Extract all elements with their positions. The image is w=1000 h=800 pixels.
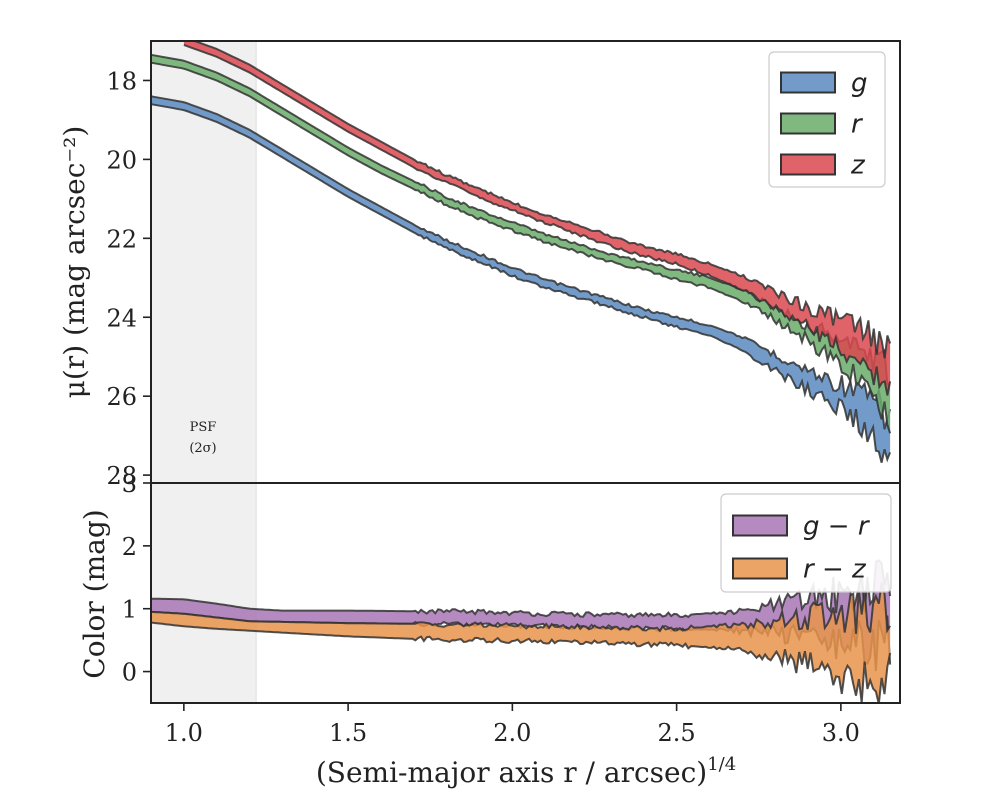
- legend-label: r: [851, 110, 864, 140]
- bottom-panel-series: [151, 559, 892, 703]
- x-tick-label: 2.0: [493, 719, 531, 747]
- band-z: [183, 41, 892, 396]
- top-y-tick-label: 28: [106, 462, 137, 490]
- band-r-minus-z: [151, 582, 892, 703]
- band-z-fill: [183, 41, 891, 396]
- x-tick-label: 1.0: [165, 719, 203, 747]
- band-z-upper-edge: [191, 41, 892, 359]
- legend-swatch: [780, 153, 836, 176]
- x-tick-label: 2.5: [658, 719, 696, 747]
- band-r-minus-z-upper-edge: [151, 582, 891, 634]
- band-g-minus-r-upper-edge: [151, 559, 892, 619]
- band-r-lower-edge: [151, 61, 892, 434]
- legend-label: g − r: [803, 512, 871, 542]
- x-tick-label: 1.5: [329, 719, 367, 747]
- legend-label: r − z: [803, 555, 867, 585]
- x-axis-label: (Semi-major axis r / arcsec)1/4: [316, 754, 736, 789]
- legend-label: z: [850, 151, 866, 181]
- band-r-minus-z-fill: [151, 582, 891, 703]
- top-y-tick-label: 24: [106, 304, 137, 332]
- psf-label-line2: (2σ): [189, 441, 216, 456]
- bottom-y-tick-label: 2: [122, 533, 137, 561]
- band-g-lower-edge: [151, 103, 892, 463]
- band-r-minus-z-lower-edge: [151, 621, 892, 703]
- psf-region-bottom: [150, 482, 257, 704]
- bottom-y-tick-label: 1: [122, 596, 137, 624]
- bottom-y-tick-label: 0: [122, 659, 137, 687]
- top-y-tick-label: 26: [106, 383, 137, 411]
- top-y-tick-label: 22: [106, 225, 137, 253]
- bottom-y-axis-label: Color (mag): [78, 509, 111, 678]
- legend-swatch: [732, 514, 788, 537]
- legend-label: g: [851, 69, 868, 99]
- x-axis-label-main: (Semi-major axis r / arcsec): [316, 756, 707, 789]
- top-y-tick-label: 18: [106, 67, 137, 95]
- top-legend: grz: [768, 51, 886, 188]
- band-g-upper-edge: [151, 95, 892, 430]
- bottom-axes-frame: [150, 482, 901, 704]
- band-g-minus-r-fill: [151, 560, 891, 671]
- legend-swatch: [780, 71, 836, 94]
- band-z-lower-edge: [183, 43, 892, 396]
- top-panel-series: [151, 41, 892, 463]
- x-tick-label: 3.0: [822, 719, 860, 747]
- top-y-axis-label: μ(r) (mag arcsec⁻²): [58, 126, 91, 399]
- x-axis-label-exponent: 1/4: [707, 754, 736, 775]
- legend-swatch: [732, 557, 788, 580]
- top-y-tick-label: 20: [106, 146, 137, 174]
- bottom-y-tick-label: 3: [122, 470, 137, 498]
- psf-label-line1: PSF: [190, 420, 217, 435]
- bottom-legend: g − r r − z: [720, 493, 892, 593]
- band-g: [151, 95, 892, 463]
- legend-swatch: [780, 112, 836, 135]
